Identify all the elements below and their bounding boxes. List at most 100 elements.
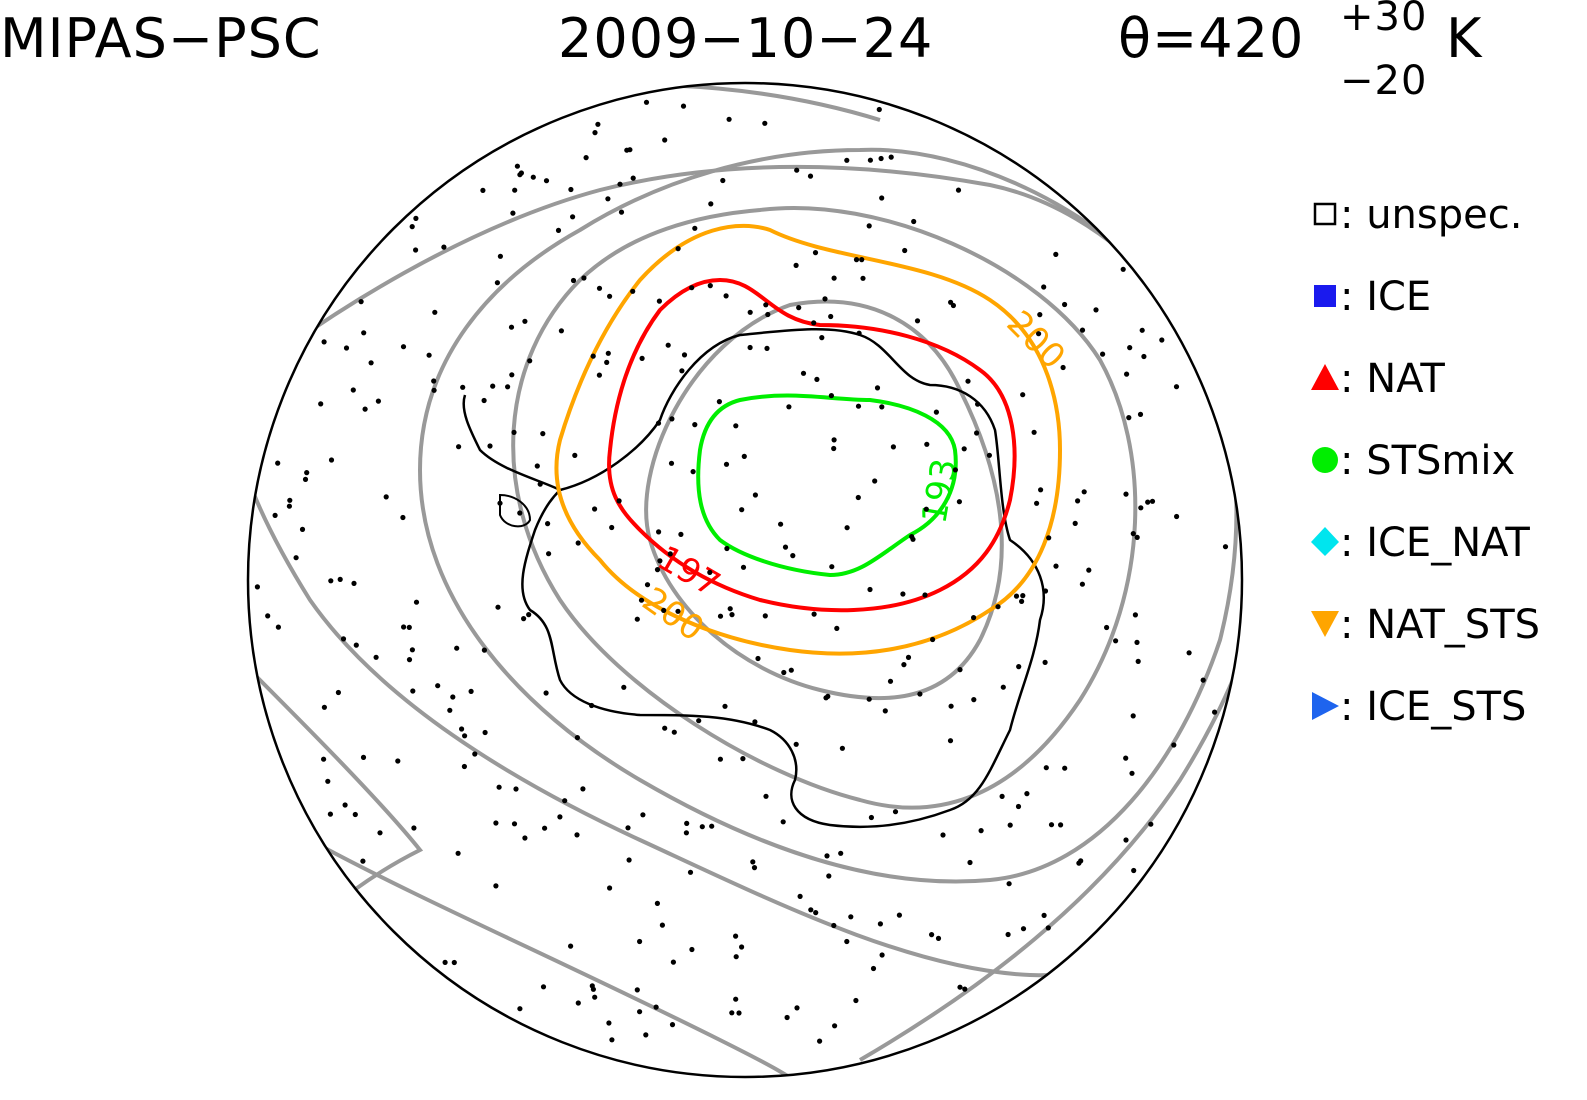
measurement-dot	[1045, 925, 1051, 931]
triangle-right-icon	[1312, 692, 1339, 720]
measurement-dot	[441, 244, 447, 250]
measurement-dot	[293, 555, 299, 561]
measurement-dot	[607, 293, 613, 299]
measurement-dot	[568, 943, 574, 949]
measurement-dot	[656, 298, 663, 304]
measurement-dot	[509, 372, 515, 378]
measurement-dot	[1072, 520, 1078, 527]
measurement-dot	[522, 835, 528, 841]
measurement-dot	[1130, 531, 1136, 537]
measurement-dot	[866, 696, 872, 702]
measurement-dot	[568, 186, 574, 193]
measurement-dot	[1135, 658, 1141, 665]
measurement-dot	[683, 830, 690, 836]
contour-197	[607, 277, 1017, 613]
measurement-dot	[1171, 742, 1177, 748]
measurement-dot	[638, 597, 645, 603]
measurement-dot	[455, 850, 461, 856]
measurement-dot	[901, 662, 907, 668]
measurement-dot	[450, 694, 456, 700]
measurement-dot	[689, 946, 695, 953]
measurement-dot	[1141, 353, 1147, 360]
measurement-dot	[514, 163, 521, 169]
measurement-dot	[778, 521, 784, 527]
measurement-dot	[832, 1023, 838, 1029]
measurement-dot	[930, 636, 936, 643]
measurement-dot	[575, 1000, 581, 1006]
measurement-dot	[872, 478, 878, 484]
measurement-dot	[739, 944, 745, 950]
measurement-dot	[654, 567, 661, 573]
measurement-dot	[557, 814, 563, 820]
measurement-dot	[368, 360, 374, 366]
measurement-dot	[640, 812, 646, 818]
measurement-dot	[961, 446, 967, 452]
measurement-dot	[1159, 337, 1165, 343]
measurement-dot	[844, 938, 850, 945]
measurement-dot	[1123, 491, 1129, 497]
measurement-dot	[350, 387, 356, 393]
measurement-dot	[1079, 327, 1086, 333]
measurement-dot	[456, 444, 462, 450]
measurement-dot	[272, 512, 278, 519]
measurement-dot	[739, 507, 745, 513]
measurement-dot	[435, 683, 441, 689]
measurement-dot	[468, 688, 474, 695]
measurement-dot	[684, 820, 690, 827]
measurement-dot	[868, 814, 875, 821]
measurement-dot	[482, 729, 488, 736]
measurement-dot	[643, 1032, 649, 1038]
measurement-dot	[1134, 639, 1140, 646]
measurement-dot	[494, 280, 500, 286]
theta-upper-range: +30	[1340, 0, 1428, 40]
theta-title: θ=420 +30 −20 K	[1118, 0, 1481, 104]
theta-value: θ=420	[1118, 7, 1305, 70]
measurement-dot	[967, 859, 973, 866]
measurement-dot	[607, 885, 613, 891]
ross-ice-shelf	[499, 493, 532, 528]
measurement-dot	[675, 246, 681, 252]
measurement-dot	[1134, 534, 1140, 541]
measurement-dot	[948, 299, 954, 305]
measurement-dot	[1120, 266, 1126, 272]
measurement-dot	[692, 225, 698, 231]
measurement-dot	[1124, 371, 1130, 377]
measurement-dot	[546, 551, 552, 557]
measurement-dot	[1086, 567, 1092, 573]
measurement-dot	[888, 154, 894, 160]
measurement-dot	[460, 384, 466, 390]
measurement-dot	[1127, 345, 1133, 351]
measurement-dot	[723, 461, 730, 467]
measurement-dot	[784, 1014, 790, 1021]
contour-label-193: 193	[914, 456, 965, 527]
measurement-dot	[343, 345, 350, 351]
measurement-dot	[637, 938, 643, 945]
circle-icon	[1312, 447, 1338, 473]
legend-item-ice-nat: : ICE_NAT	[1306, 518, 1576, 568]
measurement-dot	[574, 832, 580, 838]
measurement-dot	[254, 584, 260, 590]
measurement-dot	[327, 811, 333, 817]
measurement-dot	[819, 335, 825, 341]
measurement-dot	[655, 420, 662, 426]
measurement-dot	[634, 616, 640, 622]
measurement-dot	[447, 707, 453, 713]
measurement-dot	[1104, 624, 1110, 631]
measurement-dot	[956, 499, 963, 505]
measurement-dot	[952, 467, 959, 473]
measurement-dot	[1129, 770, 1135, 776]
measurement-dot	[1173, 384, 1180, 390]
measurement-dot	[829, 564, 835, 570]
measurement-dot	[570, 277, 577, 284]
measurement-dot	[517, 1006, 523, 1012]
measurement-dot	[733, 954, 739, 960]
measurement-dot	[848, 914, 854, 920]
measurement-dot	[304, 470, 310, 476]
measurement-dot	[867, 586, 873, 593]
measurement-dot	[596, 372, 603, 378]
measurement-dot	[940, 832, 946, 838]
measurement-dot	[762, 613, 768, 619]
measurement-dot	[335, 689, 341, 696]
measurement-dot	[1038, 487, 1044, 493]
legend-label: : NAT_STS	[1340, 602, 1541, 648]
